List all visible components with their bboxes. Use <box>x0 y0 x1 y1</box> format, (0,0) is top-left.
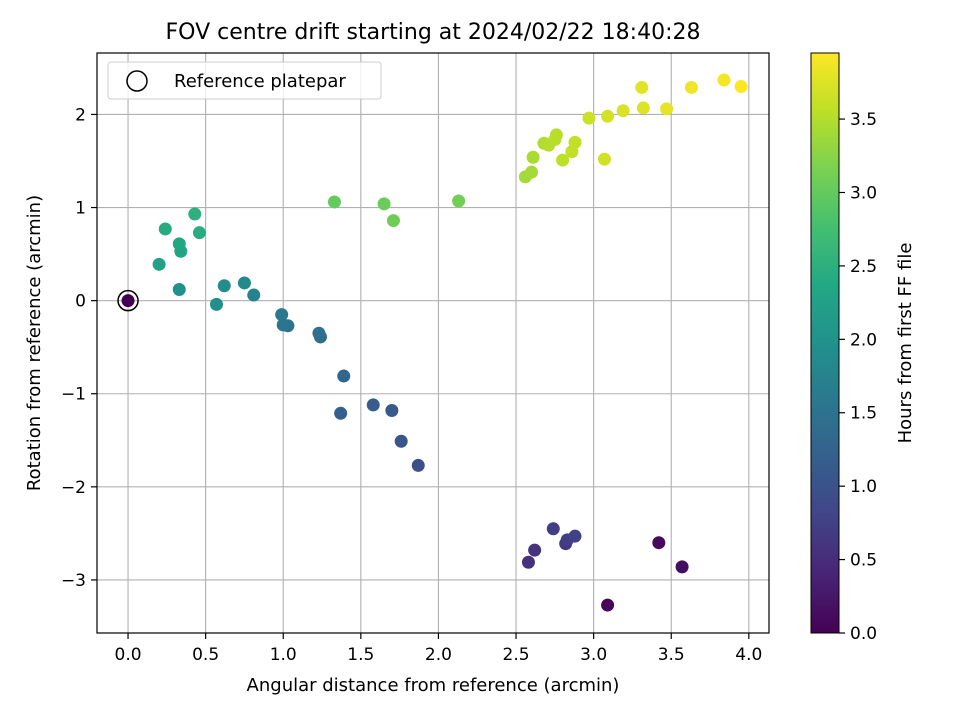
data-point <box>366 398 380 412</box>
data-point <box>546 522 560 536</box>
data-point <box>247 288 261 302</box>
data-point <box>660 102 674 116</box>
data-point <box>377 197 391 211</box>
data-point <box>152 257 166 271</box>
data-point <box>652 536 666 550</box>
data-point <box>526 150 540 164</box>
data-point <box>188 207 202 221</box>
x-tick-label: 0.0 <box>115 645 142 665</box>
y-tick-label: −2 <box>61 478 86 498</box>
legend-label-reference: Reference platepar <box>174 71 346 92</box>
x-tick-label: 0.5 <box>192 645 219 665</box>
data-point <box>312 326 326 340</box>
data-point <box>582 111 596 125</box>
reference-marker <box>117 289 139 312</box>
colorbar-tick-label: 0.0 <box>850 624 877 644</box>
y-axis-label: Rotation from reference (arcmin) <box>24 195 45 491</box>
colorbar-tick-label: 3.0 <box>850 183 877 203</box>
data-point <box>394 434 408 448</box>
data-point <box>556 153 570 167</box>
x-axis-ticks: 0.0 0.5 1.0 1.5 2.0 2.5 3.0 3.5 4.0 <box>115 633 762 665</box>
data-point <box>452 194 466 208</box>
data-point <box>528 543 542 557</box>
data-point <box>172 237 186 251</box>
y-tick-label: −1 <box>61 385 86 405</box>
data-point <box>121 294 135 308</box>
legend: Reference platepar <box>107 61 382 100</box>
x-tick-label: 1.5 <box>347 645 374 665</box>
colorbar-tick-label: 2.0 <box>850 330 877 350</box>
colorbar-tick-label: 3.5 <box>850 110 877 130</box>
legend-box <box>107 61 382 100</box>
y-tick-label: 1 <box>75 199 86 219</box>
data-point <box>275 308 289 322</box>
colorbar-gradient <box>810 52 840 634</box>
y-tick-label: −3 <box>61 571 86 591</box>
y-tick-label: 0 <box>75 292 86 312</box>
colorbar-tick-label: 1.0 <box>850 477 877 497</box>
data-point <box>521 555 535 569</box>
data-point <box>717 73 731 87</box>
legend-marker-reference <box>126 70 148 92</box>
data-point <box>276 318 290 332</box>
colorbar-tick-label: 1.5 <box>850 404 877 424</box>
data-point <box>601 598 615 612</box>
colorbar-tick-label: 0.5 <box>850 551 877 571</box>
data-point <box>192 226 206 240</box>
data-point <box>411 458 425 472</box>
data-point <box>601 109 615 123</box>
data-point <box>549 128 563 142</box>
x-tick-label: 3.5 <box>658 645 685 665</box>
data-point <box>616 104 630 118</box>
grid-lines <box>97 53 769 633</box>
x-tick-label: 3.0 <box>580 645 607 665</box>
x-tick-label: 4.0 <box>735 645 762 665</box>
data-point <box>385 403 399 417</box>
data-point <box>568 529 582 543</box>
data-point <box>327 195 341 209</box>
colorbar-tick-label: 2.5 <box>850 257 877 277</box>
colorbar-label: Hours from first FF file <box>895 243 916 444</box>
data-point <box>217 279 231 293</box>
y-axis-ticks: −3 −2 −1 0 1 2 <box>61 105 97 591</box>
colorbar-ticks: 0.0 0.5 1.0 1.5 2.0 2.5 3.0 3.5 <box>839 110 877 644</box>
data-point <box>635 80 649 94</box>
data-point <box>684 80 698 94</box>
y-tick-label: 2 <box>75 105 86 125</box>
chart-title: FOV centre drift starting at 2024/02/22 … <box>166 20 701 45</box>
data-point <box>334 406 348 420</box>
data-point <box>568 135 582 149</box>
data-point <box>158 222 172 236</box>
data-point <box>172 282 186 296</box>
data-point <box>675 560 689 574</box>
x-axis-label: Angular distance from reference (arcmin) <box>247 675 620 696</box>
data-point <box>210 297 224 311</box>
x-tick-label: 2.5 <box>503 645 530 665</box>
data-point <box>734 80 748 94</box>
data-point <box>636 101 650 115</box>
plot-frame <box>96 52 770 634</box>
data-point <box>237 276 251 290</box>
colorbar: 0.0 0.5 1.0 1.5 2.0 2.5 3.0 3.5 Hours from firs… <box>810 52 916 644</box>
data-point <box>386 214 400 228</box>
x-tick-label: 1.0 <box>270 645 297 665</box>
data-point <box>337 369 351 383</box>
data-points <box>117 73 748 612</box>
x-tick-label: 2.0 <box>425 645 452 665</box>
data-point <box>525 165 539 179</box>
data-point <box>597 152 611 166</box>
